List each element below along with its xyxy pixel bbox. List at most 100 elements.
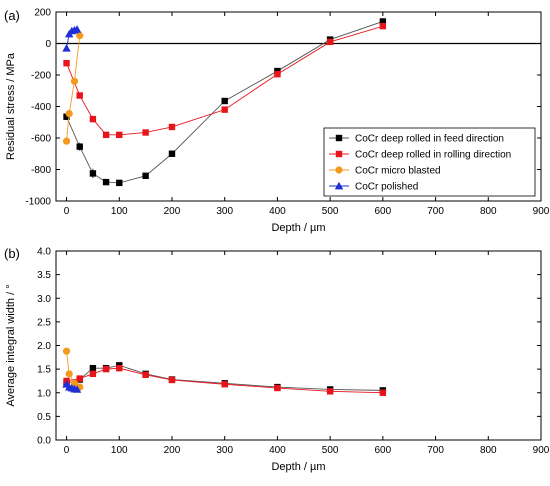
y-tick-label: -600 xyxy=(31,134,51,145)
x-tick-label: 900 xyxy=(533,445,550,456)
x-tick-label: 100 xyxy=(111,206,128,217)
data-point-square xyxy=(274,71,281,78)
y-tick-label: -400 xyxy=(31,102,51,113)
x-tick-label: 800 xyxy=(480,445,497,456)
data-point-circle xyxy=(62,137,71,145)
series-line xyxy=(66,35,81,142)
legend-label: CoCr micro blasted xyxy=(355,166,441,177)
data-point-square xyxy=(102,365,110,373)
x-tick-label: 0 xyxy=(64,206,70,217)
x-axis-label: Depth / µm xyxy=(271,461,325,473)
data-point-square xyxy=(89,370,97,378)
x-tick-label: 0 xyxy=(64,445,70,456)
series-feed xyxy=(63,362,387,394)
data-point-triangle xyxy=(72,25,82,33)
y-tick-label: 4.0 xyxy=(37,247,51,258)
data-point-circle xyxy=(76,32,84,40)
series-polished xyxy=(62,380,82,393)
legend-label: CoCr deep rolled in rolling direction xyxy=(355,150,511,161)
data-point-circle xyxy=(70,77,79,85)
data-point-triangle xyxy=(72,385,82,393)
data-point-triangle xyxy=(62,44,71,52)
x-tick-label: 600 xyxy=(375,206,392,217)
data-point-square xyxy=(221,381,228,388)
series-rolling xyxy=(63,22,387,139)
x-tick-label: 200 xyxy=(164,206,181,217)
data-point-square xyxy=(142,129,149,136)
series-polished xyxy=(62,25,82,52)
data-point-square xyxy=(116,131,123,139)
data-point-square xyxy=(168,150,176,157)
data-point-square xyxy=(221,106,228,113)
data-point-square xyxy=(102,131,110,139)
data-point-square xyxy=(76,375,83,382)
data-point-square xyxy=(89,115,97,123)
y-tick-label: -800 xyxy=(31,165,51,176)
x-tick-label: 800 xyxy=(480,206,497,217)
data-point-circle xyxy=(65,109,73,118)
data-point-square xyxy=(142,172,149,179)
chart-panel-a: 0 100 200 300 400 500 600 700 800 900 -1000 -800 -60… xyxy=(4,8,550,235)
data-point-square xyxy=(379,389,387,396)
data-point-square xyxy=(379,18,387,25)
data-point-square xyxy=(221,97,228,105)
legend-label: CoCr deep rolled in feed direction xyxy=(355,134,504,145)
series-micro xyxy=(62,32,84,145)
y-tick-label: 1.0 xyxy=(37,388,51,399)
x-tick-label: 700 xyxy=(427,206,444,217)
data-point-square xyxy=(116,364,123,372)
legend-label: CoCr polished xyxy=(355,182,418,193)
y-tick-label: 3.5 xyxy=(37,270,51,281)
x-tick-label: 500 xyxy=(322,445,339,456)
series-micro xyxy=(62,347,84,391)
panel-label: (a) xyxy=(4,8,20,23)
y-tick-label: 200 xyxy=(34,8,51,19)
series-line xyxy=(66,25,383,136)
x-tick-label: 300 xyxy=(216,445,233,456)
x-axis-label: Depth / µm xyxy=(271,222,325,234)
y-tick-label: 2.0 xyxy=(37,341,51,352)
data-point-circle xyxy=(62,347,71,355)
data-point-square xyxy=(335,134,343,142)
y-axis-label: Average integral width / ° xyxy=(5,284,17,406)
legend-box xyxy=(323,127,536,197)
y-tick-label: 2.5 xyxy=(37,317,51,328)
data-point-square xyxy=(89,364,97,372)
data-point-square xyxy=(76,143,83,150)
y-tick-label: -200 xyxy=(31,71,51,82)
data-point-square xyxy=(63,59,70,67)
data-point-square xyxy=(168,123,176,131)
x-tick-label: 400 xyxy=(269,206,286,217)
data-point-square xyxy=(335,150,343,158)
data-point-triangle xyxy=(334,181,344,190)
x-tick-label: 500 xyxy=(322,206,339,217)
x-tick-label: 300 xyxy=(216,206,233,217)
x-tick-label: 400 xyxy=(269,445,286,456)
y-tick-label: 0.0 xyxy=(37,436,51,447)
data-point-square xyxy=(142,371,149,378)
y-tick-label: -1000 xyxy=(25,197,51,208)
legend: CoCr deep rolled in feed direction CoCr d… xyxy=(323,127,536,197)
x-tick-label: 600 xyxy=(375,445,392,456)
y-axis-label: Residual stress / MPa xyxy=(5,52,17,160)
x-tick-label: 900 xyxy=(533,206,550,217)
data-point-square xyxy=(379,22,387,30)
data-point-square xyxy=(274,384,281,392)
plot-frame xyxy=(55,250,542,441)
y-tick-label: 0 xyxy=(45,39,51,50)
x-tick-label: 200 xyxy=(164,445,181,456)
data-point-square xyxy=(116,179,123,187)
data-point-square xyxy=(326,388,334,395)
data-point-square xyxy=(102,178,110,186)
data-point-circle xyxy=(70,379,79,387)
data-point-square xyxy=(168,376,176,384)
y-tick-label: 0.5 xyxy=(37,412,51,423)
panel-label: (b) xyxy=(4,246,20,261)
x-tick-label: 700 xyxy=(427,445,444,456)
data-point-square xyxy=(63,113,70,120)
x-tick-label: 100 xyxy=(111,445,128,456)
data-point-square xyxy=(76,92,83,99)
data-point-circle xyxy=(65,370,73,378)
data-point-square xyxy=(89,170,97,177)
